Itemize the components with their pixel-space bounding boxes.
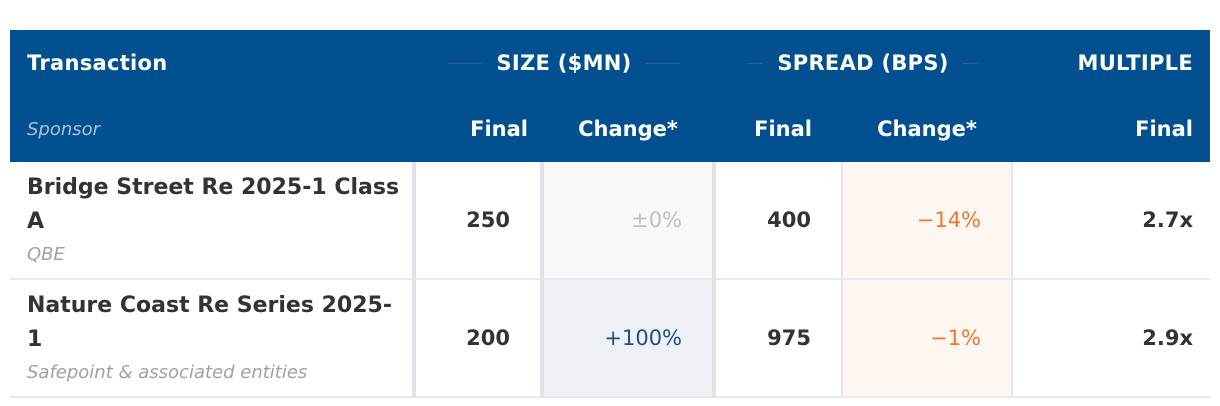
header-size-final: Final (470, 117, 528, 141)
size-change-cell: +100% (540, 279, 715, 397)
header-row-groups: Transaction SIZE ($MN) SPREAD (BPS) MULT… (10, 30, 1211, 96)
header-transaction: Transaction (27, 51, 168, 75)
transaction-sponsor: QBE (27, 244, 65, 265)
header-row-columns: Sponsor Final Change* Final Change* Fina… (10, 96, 1211, 162)
transactions-table: Transaction SIZE ($MN) SPREAD (BPS) MULT… (10, 30, 1211, 398)
header-multiple-group: MULTIPLE (1077, 51, 1194, 75)
header-size-group: SIZE ($MN) (414, 30, 714, 96)
spread-final-cell: 400 (712, 162, 843, 279)
header-multiple-final: Final (1135, 117, 1194, 141)
spread-change-cell: −1% (841, 279, 1014, 397)
header-spread-group: SPREAD (BPS) (714, 30, 1012, 96)
transaction-cell: Bridge Street Re 2025-1 Class A QBE (10, 162, 416, 279)
header-spread-final: Final (754, 117, 813, 141)
table-row: Bridge Street Re 2025-1 Class A QBE 250 … (10, 162, 1211, 279)
header-size-change: Change* (578, 117, 678, 141)
transactions-table-container: Transaction SIZE ($MN) SPREAD (BPS) MULT… (10, 30, 1211, 398)
table-row: Nature Coast Re Series 2025-1 Safepoint … (10, 279, 1211, 397)
spread-change-cell: −14% (841, 162, 1014, 279)
size-change-cell: ±0% (540, 162, 715, 279)
transaction-name: Nature Coast Re Series 2025-1 (27, 293, 392, 352)
header-size-label: SIZE ($MN) (482, 51, 646, 75)
size-final-cell: 200 (414, 279, 544, 397)
transaction-sponsor: Safepoint & associated entities (27, 362, 308, 383)
transaction-cell: Nature Coast Re Series 2025-1 Safepoint … (10, 279, 416, 397)
header-spread-label: SPREAD (BPS) (763, 51, 963, 75)
multiple-final-cell: 2.7x (1142, 208, 1194, 232)
header-spread-change: Change* (877, 117, 977, 141)
spread-final-cell: 975 (712, 279, 843, 397)
header-sponsor: Sponsor (27, 118, 101, 140)
transaction-name: Bridge Street Re 2025-1 Class A (27, 175, 400, 234)
size-final-cell: 250 (414, 162, 544, 279)
multiple-final-cell: 2.9x (1142, 326, 1194, 350)
